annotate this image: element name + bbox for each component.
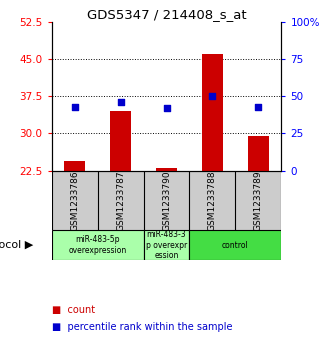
Text: miR-483-3
p overexpr
ession: miR-483-3 p overexpr ession [146, 230, 187, 260]
Text: ■  percentile rank within the sample: ■ percentile rank within the sample [52, 322, 232, 332]
Bar [64, 161, 85, 171]
Point [118, 99, 123, 105]
FancyBboxPatch shape [144, 230, 189, 260]
Title: GDS5347 / 214408_s_at: GDS5347 / 214408_s_at [87, 8, 246, 21]
Text: GSM1233786: GSM1233786 [70, 170, 79, 231]
FancyBboxPatch shape [189, 230, 281, 260]
Text: GSM1233788: GSM1233788 [208, 170, 217, 231]
Text: GSM1233787: GSM1233787 [116, 170, 125, 231]
Bar [248, 136, 269, 171]
Bar [110, 111, 131, 171]
Text: ■  count: ■ count [52, 305, 95, 315]
FancyBboxPatch shape [52, 171, 281, 230]
Bar [202, 54, 223, 171]
Point [210, 93, 215, 99]
Text: control: control [222, 241, 249, 250]
Point [164, 105, 169, 111]
FancyBboxPatch shape [52, 230, 144, 260]
Text: protocol ▶: protocol ▶ [0, 240, 33, 250]
Bar [156, 168, 177, 171]
Point [72, 104, 77, 110]
Text: miR-483-5p
overexpression: miR-483-5p overexpression [69, 235, 127, 255]
Point [256, 104, 261, 110]
Text: GSM1233789: GSM1233789 [254, 170, 263, 231]
Text: GSM1233790: GSM1233790 [162, 170, 171, 231]
